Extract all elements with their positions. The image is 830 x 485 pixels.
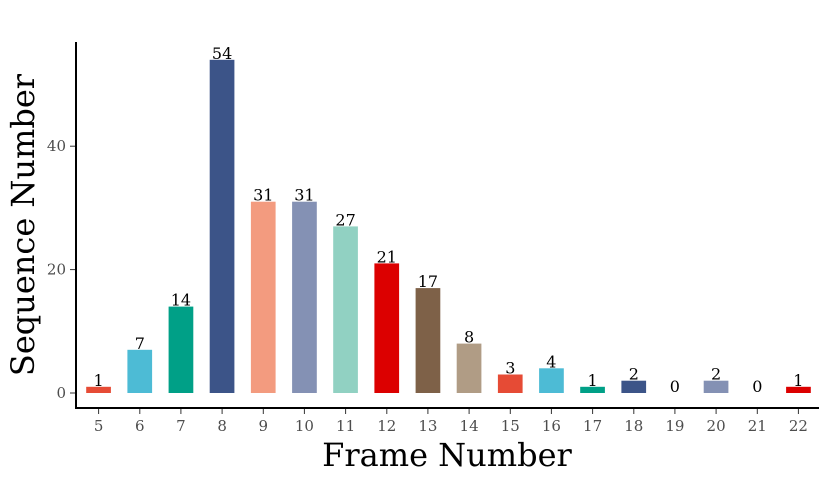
x-tick-label-14: 14 [460, 417, 479, 435]
x-ticks-group: 5 6 7 8 9 10 11 12 13 14 15 16 17 18 19 20 21 22 [94, 409, 808, 435]
bar-20 [703, 380, 729, 393]
data-label-6: 7 [135, 334, 145, 353]
bar-5 [86, 386, 111, 393]
bar-6 [127, 349, 153, 393]
x-tick-label-8: 8 [217, 417, 227, 435]
y-tick-label-20: 20 [47, 261, 66, 279]
x-tick-label-19: 19 [665, 417, 684, 435]
x-tick-label-15: 15 [501, 417, 520, 435]
x-tick-label-17: 17 [583, 417, 602, 435]
x-tick-label-22: 22 [789, 417, 808, 435]
x-tick-label-16: 16 [542, 417, 561, 435]
data-label-19: 0 [670, 377, 680, 396]
data-label-9: 31 [253, 186, 273, 205]
bar-22 [786, 386, 811, 393]
x-tick-label-11: 11 [336, 417, 355, 435]
y-ticks-group: 0 20 40 [47, 137, 75, 402]
bar-8 [209, 59, 235, 394]
x-tick-label-21: 21 [748, 417, 767, 435]
data-label-8: 54 [212, 44, 232, 63]
x-tick-label-20: 20 [707, 417, 726, 435]
y-tick-label-0: 0 [56, 384, 66, 402]
bar-17 [580, 386, 605, 393]
x-tick-label-7: 7 [176, 417, 186, 435]
bar-11 [333, 226, 358, 393]
data-label-14: 8 [464, 328, 474, 347]
data-label-20: 2 [711, 365, 721, 384]
data-label-18: 2 [629, 365, 639, 384]
bar-18 [621, 380, 647, 393]
bar-12 [374, 263, 400, 393]
y-tick-label-40: 40 [47, 137, 66, 155]
bar-16 [539, 368, 564, 393]
data-label-22: 1 [793, 371, 803, 390]
data-label-16: 4 [546, 352, 556, 371]
y-axis-title: Sequence Number [4, 73, 42, 376]
data-label-21: 0 [752, 377, 762, 396]
bar-9 [250, 201, 276, 393]
data-label-5: 1 [94, 371, 104, 390]
bar-15 [497, 374, 523, 393]
x-tick-label-10: 10 [295, 417, 314, 435]
x-tick-label-13: 13 [418, 417, 437, 435]
x-axis-title: Frame Number [322, 436, 572, 474]
x-tick-label-5: 5 [94, 417, 104, 435]
bar-14 [456, 343, 482, 393]
data-label-10: 31 [294, 186, 314, 205]
bar-10 [292, 201, 317, 393]
x-tick-label-9: 9 [259, 417, 269, 435]
bar-13 [415, 288, 441, 393]
data-label-11: 27 [335, 210, 355, 229]
bars-group [86, 59, 811, 394]
data-label-12: 21 [377, 247, 397, 266]
x-tick-label-18: 18 [624, 417, 643, 435]
data-label-15: 3 [505, 359, 515, 378]
data-label-17: 1 [588, 371, 598, 390]
data-label-13: 17 [418, 272, 438, 291]
data-label-7: 14 [171, 291, 191, 310]
bar-7 [168, 306, 194, 393]
x-tick-label-6: 6 [135, 417, 145, 435]
x-tick-label-12: 12 [377, 417, 396, 435]
